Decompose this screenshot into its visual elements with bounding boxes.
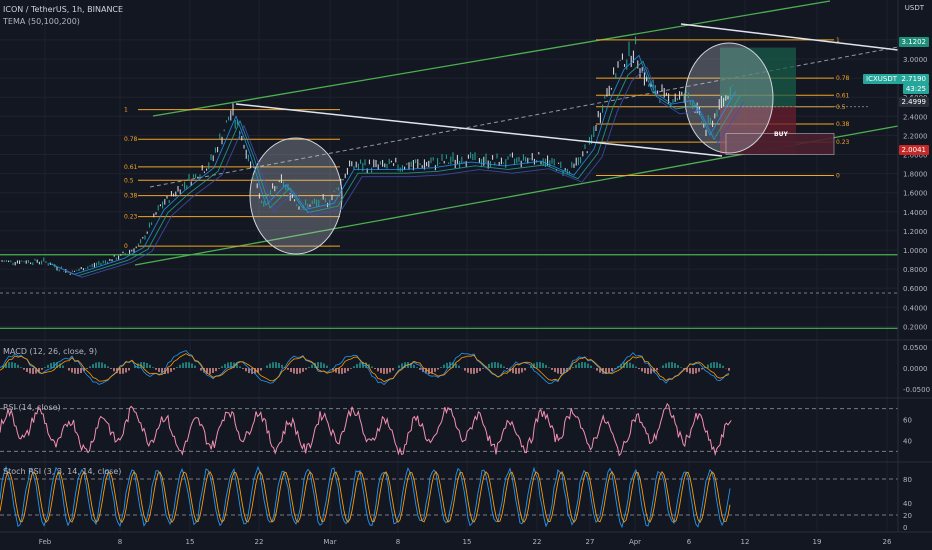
fib-right-label: 0.61 <box>836 92 850 99</box>
fib-left-label: 1 <box>124 107 128 114</box>
macd-line <box>0 350 730 386</box>
trendlines[interactable] <box>235 23 899 157</box>
last-price-tag: 2.7190 <box>898 74 929 84</box>
channel-upper-line <box>152 0 831 117</box>
resistance-trendline <box>680 23 899 51</box>
tema-lines <box>48 54 745 278</box>
stoch-tick-label: 0 <box>903 524 907 532</box>
signal-line <box>0 353 730 383</box>
buy-label: BUY <box>774 131 788 138</box>
buy-zone <box>725 133 835 155</box>
time-tick-label: 12 <box>741 538 750 546</box>
countdown-tag: 43:25 <box>902 84 929 94</box>
fib-right-label: 0.5 <box>836 104 846 111</box>
fib-left-label: 0.23 <box>124 214 138 221</box>
fib-right-label: 0.23 <box>836 139 850 146</box>
time-tick-label: Mar <box>323 538 336 546</box>
price-tick-label: 0.8000 <box>903 266 928 274</box>
stoch-tick-label: 40 <box>903 500 912 508</box>
fib-right-label: 1 <box>836 37 840 44</box>
rsi-legend[interactable]: RSI (14, close) <box>3 403 61 412</box>
stoch-d-line <box>0 470 731 524</box>
highlight-circles[interactable] <box>249 42 774 255</box>
channel-mid-line <box>149 46 899 188</box>
price-tick-label: 1.4000 <box>903 209 928 217</box>
time-tick-label: Apr <box>629 538 641 546</box>
rsi-tick-label: 40 <box>903 438 912 446</box>
time-tick-label: 27 <box>586 538 595 546</box>
symbol-title[interactable]: ICON / TetherUS, 1h, BINANCE <box>3 5 124 14</box>
price-tick-label: 0.6000 <box>903 285 928 293</box>
rsi-pane <box>0 402 898 457</box>
macd-tick-label: 0.0000 <box>903 365 928 373</box>
price-tick-label: 1.0000 <box>903 247 928 255</box>
time-tick-label: 8 <box>396 538 400 546</box>
time-tick-label: 15 <box>463 538 472 546</box>
macd-pane <box>0 350 730 386</box>
entry-price-tag: 2.4999 <box>898 97 929 107</box>
fib-right-label: 0.78 <box>836 75 850 82</box>
time-tick-label: Feb <box>39 538 52 546</box>
price-tick-label: 2.0000 <box>903 152 928 160</box>
fib-left-label: 0 <box>124 243 128 250</box>
tema-line <box>48 54 737 275</box>
stoch-k-line <box>0 465 731 529</box>
time-tick-label: 26 <box>883 538 892 546</box>
tema-line <box>56 66 745 278</box>
pane-separators <box>0 0 932 533</box>
price-tick-label: 2.2000 <box>903 132 928 140</box>
ticker-tag: ICXUSDT <box>863 74 900 84</box>
fib-left-label: 0.78 <box>124 136 138 143</box>
position-zones[interactable] <box>630 47 870 155</box>
price-tick-label: 3.0000 <box>903 56 928 64</box>
macd-tick-label: 0.0500 <box>903 344 928 352</box>
time-tick-label: 22 <box>533 538 542 546</box>
time-tick-label: 22 <box>255 538 264 546</box>
tema-line <box>52 60 741 277</box>
stoch-rsi-legend[interactable]: Stoch RSI (3, 3, 14, 14, close) <box>3 467 122 476</box>
stoch-rsi-pane <box>0 465 898 529</box>
macd-legend[interactable]: MACD (12, 26, close, 9) <box>3 347 98 356</box>
price-tick-label: 0.2000 <box>903 323 928 331</box>
currency-label: USDT <box>904 4 924 12</box>
sl-price-tag: 2.0041 <box>898 145 929 155</box>
price-tick-label: 2.4000 <box>903 113 928 121</box>
stoch-tick-label: 20 <box>903 512 912 520</box>
horizontal-levels <box>0 254 898 329</box>
tp-price-tag: 3.1202 <box>898 37 929 47</box>
price-tick-label: 1.8000 <box>903 171 928 179</box>
fib-left-label: 0.38 <box>124 193 138 200</box>
fib-left-label: 0.5 <box>124 177 134 184</box>
macd-tick-label: -0.0500 <box>903 386 930 394</box>
price-tick-label: 1.2000 <box>903 228 928 236</box>
rsi-tick-label: 60 <box>903 416 912 424</box>
time-tick-label: 19 <box>813 538 822 546</box>
time-tick-label: 6 <box>687 538 692 546</box>
price-axis[interactable]: 3.20003.00002.80002.60002.40002.20002.00… <box>903 37 930 532</box>
time-tick-label: 15 <box>186 538 195 546</box>
tema-legend[interactable]: TEMA (50,100,200) <box>3 17 80 26</box>
price-tick-label: 0.4000 <box>903 304 928 312</box>
time-tick-label: 8 <box>118 538 122 546</box>
fib-right-label: 0.38 <box>836 121 850 128</box>
descending-trendline <box>235 103 723 157</box>
fib-left-label: 0.61 <box>124 164 138 171</box>
right-highlight-circle <box>684 42 774 154</box>
fib-right-label: 0 <box>836 173 840 180</box>
price-tick-label: 1.6000 <box>903 190 928 198</box>
fibonacci-retracements[interactable]: 1 0.78 0.61 0.5 0.38 0.23 0 1 0.78 0.61 0.5 0.38 0.2… <box>124 37 850 250</box>
rsi-line <box>0 402 732 457</box>
time-axis[interactable]: Feb 8 15 22 Mar 8 15 22 27 Apr 6 12 19 26 <box>39 538 892 546</box>
stoch-tick-label: 80 <box>903 476 912 484</box>
